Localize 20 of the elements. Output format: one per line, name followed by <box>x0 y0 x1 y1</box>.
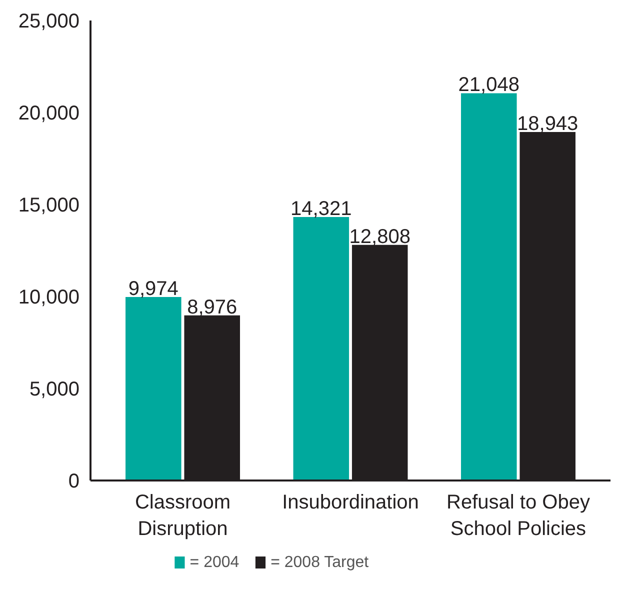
bar <box>126 296 182 480</box>
y-tick-label: 25,000 <box>18 10 80 32</box>
x-tick-label: Insubordination <box>282 492 419 514</box>
y-tick-label: 20,000 <box>18 102 80 124</box>
text: 21,048 <box>458 74 520 96</box>
bar <box>461 93 517 480</box>
text: 12,808 <box>349 226 410 248</box>
text: 18,943 <box>517 112 578 135</box>
text: 8,976 <box>187 296 238 318</box>
text: 14,321 <box>290 198 352 220</box>
y-tick-label: 10,000 <box>18 286 80 308</box>
legend-label: = 2008 Target <box>270 554 370 571</box>
y-tick-label: 0 <box>68 470 80 492</box>
x-tick-label: Refusal to Obey School Policies <box>446 492 590 540</box>
bar <box>293 216 350 480</box>
x-tick-label: Classroom Disruption <box>134 492 231 540</box>
text: 9,974 <box>128 278 178 300</box>
legend-label: = 2004 <box>190 554 240 571</box>
y-tick-label: 15,000 <box>18 194 80 216</box>
y-tick-label: 5,000 <box>29 378 80 400</box>
